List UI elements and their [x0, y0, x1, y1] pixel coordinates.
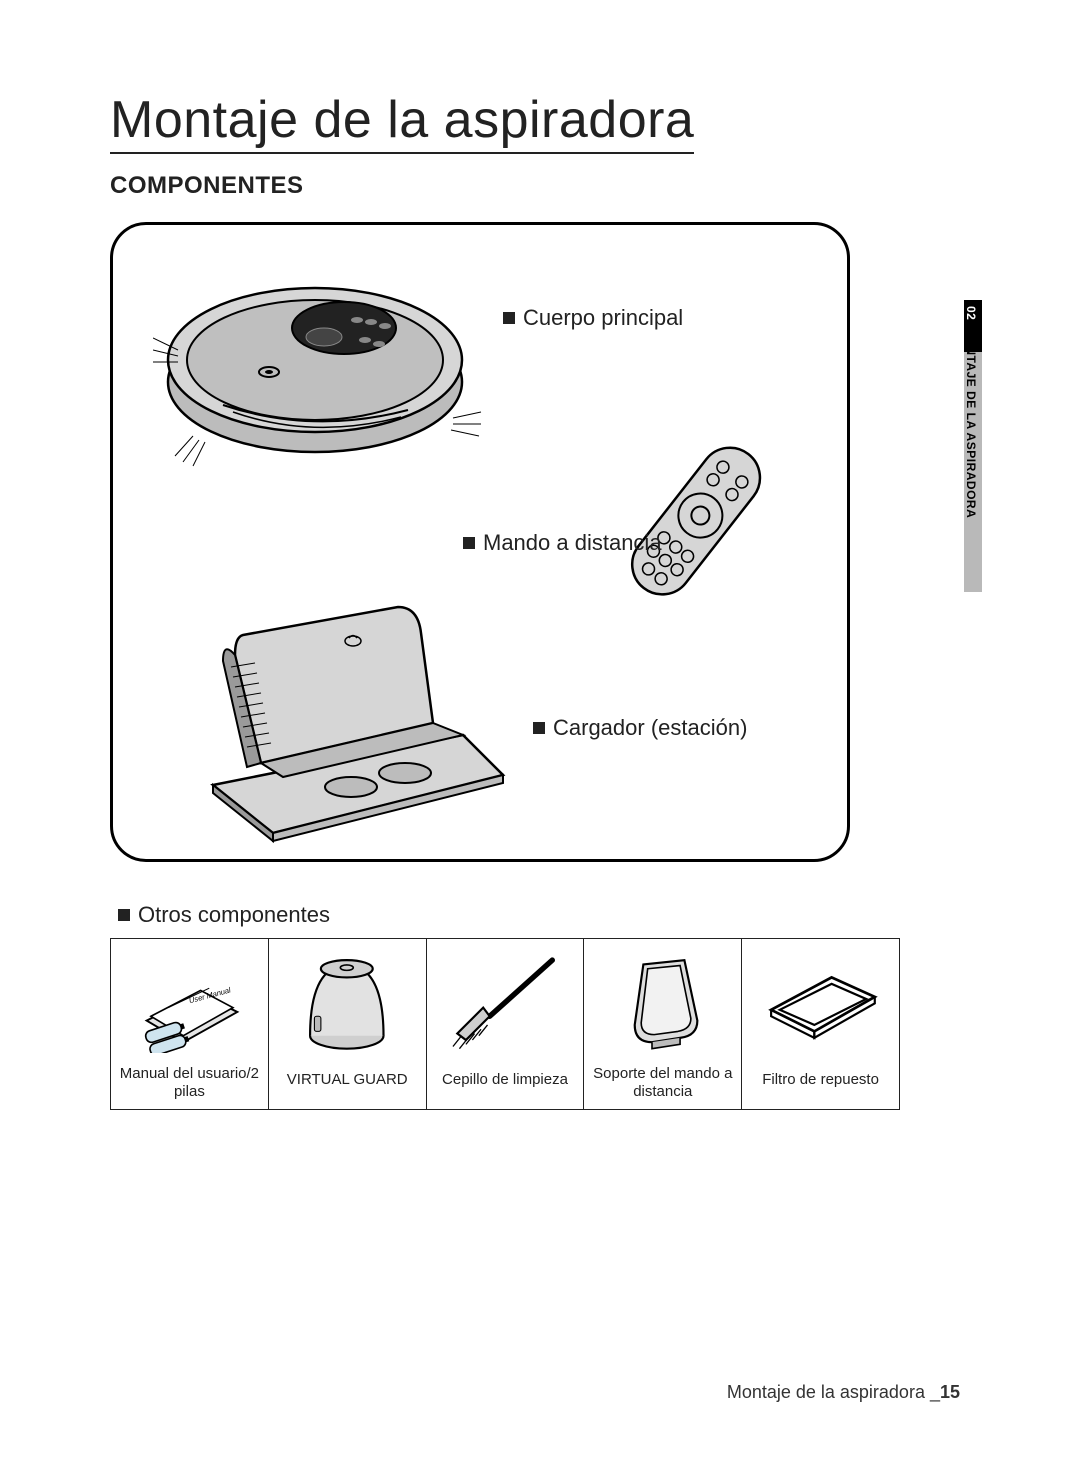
callout-main-body: Cuerpo principal — [503, 305, 683, 331]
bullet-icon — [533, 722, 545, 734]
grid-cell-virtual-guard: VIRTUAL GUARD — [269, 939, 427, 1109]
grid-caption: Filtro de repuesto — [742, 1059, 899, 1103]
footer-text: Montaje de la aspiradora _ — [727, 1382, 940, 1402]
remote-icon — [593, 425, 793, 625]
manual-batteries-icon: User Manual — [111, 939, 268, 1059]
side-tab-text: MONTAJE DE LA ASPIRADORA — [964, 326, 978, 518]
vacuum-icon — [153, 260, 483, 490]
grid-caption: Manual del usuario/2 pilas — [111, 1059, 268, 1109]
section-side-tab: 02 MONTAJE DE LA ASPIRADORA — [964, 300, 982, 592]
section-heading: COMPONENTES — [110, 172, 990, 200]
bullet-icon — [118, 909, 130, 921]
vacuum-illustration — [153, 260, 483, 490]
virtual-guard-icon — [269, 939, 426, 1059]
callout-remote-text: Mando a distancia — [483, 530, 662, 556]
footer-page-number: 15 — [940, 1382, 960, 1402]
grid-cell-manual: User Manual Manual del usuario/2 pilas — [111, 939, 269, 1109]
callout-remote: Mando a distancia — [463, 530, 662, 556]
grid-cell-cleaning-brush: Cepillo de limpieza — [427, 939, 585, 1109]
callout-charger: Cargador (estación) — [533, 715, 747, 741]
callout-main-body-text: Cuerpo principal — [523, 305, 683, 331]
spare-filter-icon — [742, 939, 899, 1059]
bullet-icon — [503, 312, 515, 324]
other-components-heading: Otros componentes — [118, 902, 990, 928]
grid-caption: Cepillo de limpieza — [427, 1059, 584, 1103]
side-tab-number: 02 — [964, 306, 978, 320]
remote-illustration — [593, 425, 793, 625]
side-tab-label: 02 MONTAJE DE LA ASPIRADORA — [962, 300, 980, 592]
charger-illustration — [183, 605, 513, 845]
remote-holder-icon — [584, 939, 741, 1059]
callout-charger-text: Cargador (estación) — [553, 715, 747, 741]
grid-cell-remote-holder: Soporte del mando a distancia — [584, 939, 742, 1109]
grid-cell-spare-filter: Filtro de repuesto — [742, 939, 899, 1109]
page-footer: Montaje de la aspiradora _15 — [727, 1382, 960, 1403]
charger-icon — [183, 605, 513, 845]
page-title: Montaje de la aspiradora — [110, 90, 694, 154]
cleaning-brush-icon — [427, 939, 584, 1059]
grid-caption: Soporte del mando a distancia — [584, 1059, 741, 1109]
grid-caption: VIRTUAL GUARD — [269, 1059, 426, 1103]
bullet-icon — [463, 537, 475, 549]
other-components-heading-text: Otros componentes — [138, 902, 330, 928]
components-panel: Cuerpo principal — [110, 222, 850, 862]
other-components-grid: User Manual Manual del usuario/2 pilas — [110, 938, 900, 1110]
